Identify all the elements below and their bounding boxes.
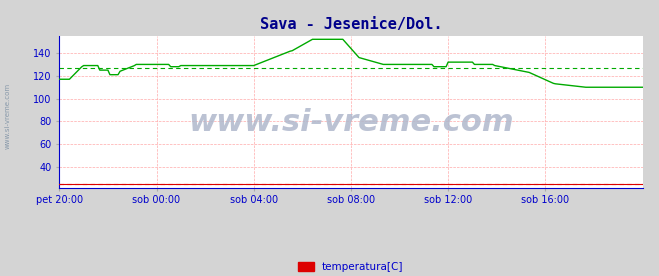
Legend: temperatura[C], pretok[m3/s]: temperatura[C], pretok[m3/s] — [294, 258, 408, 276]
Text: www.si-vreme.com: www.si-vreme.com — [5, 83, 11, 149]
Title: Sava - Jesenice/Dol.: Sava - Jesenice/Dol. — [260, 17, 442, 32]
Text: www.si-vreme.com: www.si-vreme.com — [188, 108, 514, 137]
